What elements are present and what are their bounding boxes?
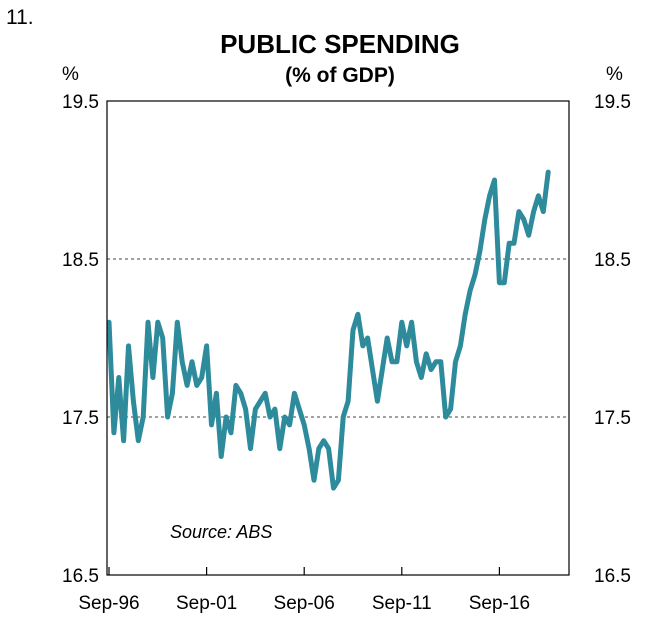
x-tick-label: Sep-11 — [372, 593, 432, 614]
y-tick-label-left: 19.5 — [62, 92, 99, 113]
chart-title: PUBLIC SPENDING — [220, 29, 460, 59]
x-tick-label: Sep-96 — [78, 593, 139, 614]
x-tick-label: Sep-01 — [176, 593, 237, 614]
y-tick-label-left: 18.5 — [62, 250, 99, 271]
y-unit-right: % — [606, 64, 623, 85]
plot-frame — [106, 100, 570, 576]
y-unit-left: % — [62, 64, 79, 85]
x-axis: Sep-96 Sep-01 Sep-06 Sep-11 Sep-16 — [78, 567, 530, 614]
y-tick-label-left: 16.5 — [62, 566, 99, 587]
y-tick-label-right: 16.5 — [594, 566, 631, 587]
y-tick-label-right: 19.5 — [594, 92, 631, 113]
y-tick-label-right: 18.5 — [594, 250, 631, 271]
x-tick-label: Sep-06 — [274, 593, 335, 614]
series-line — [106, 169, 551, 491]
chart-subtitle: (% of GDP) — [285, 64, 395, 87]
chart-number: 11. — [6, 6, 34, 29]
y-tick-label-right: 17.5 — [594, 408, 631, 429]
y-tick-label-left: 17.5 — [62, 408, 99, 429]
x-tick-label: Sep-16 — [469, 593, 530, 614]
source-note: Source: ABS — [170, 522, 272, 542]
y-axis-right: 19.5 18.5 17.5 16.5 — [594, 92, 631, 587]
y-axis-left: 19.5 18.5 17.5 16.5 — [62, 92, 99, 587]
